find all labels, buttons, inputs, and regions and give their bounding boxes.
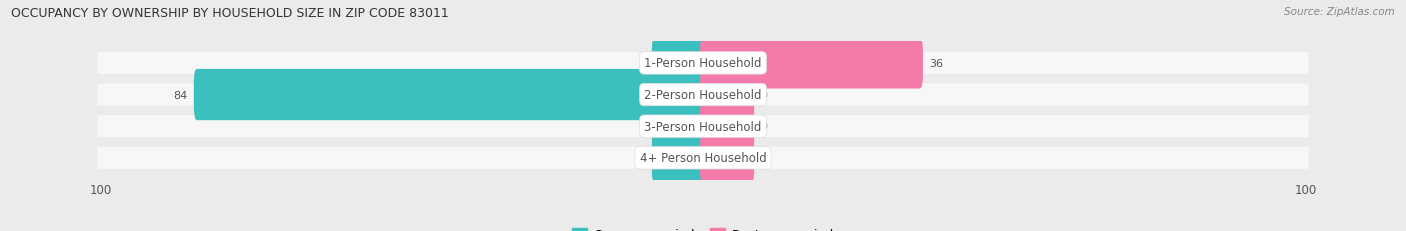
FancyBboxPatch shape [700,133,754,184]
Text: 0: 0 [761,153,768,163]
Text: 0: 0 [761,122,768,132]
FancyBboxPatch shape [652,38,706,89]
FancyBboxPatch shape [97,84,1309,106]
Text: 0: 0 [638,59,645,69]
FancyBboxPatch shape [652,133,706,184]
FancyBboxPatch shape [652,101,706,152]
Text: 3-Person Household: 3-Person Household [644,120,762,133]
Text: 0: 0 [638,122,645,132]
Text: 4+ Person Household: 4+ Person Household [640,152,766,165]
FancyBboxPatch shape [700,101,754,152]
Text: 84: 84 [173,90,188,100]
FancyBboxPatch shape [194,70,706,121]
FancyBboxPatch shape [97,116,1309,138]
Text: 0: 0 [761,90,768,100]
FancyBboxPatch shape [700,38,922,89]
FancyBboxPatch shape [97,147,1309,169]
Text: OCCUPANCY BY OWNERSHIP BY HOUSEHOLD SIZE IN ZIP CODE 83011: OCCUPANCY BY OWNERSHIP BY HOUSEHOLD SIZE… [11,7,449,20]
Text: 36: 36 [929,59,943,69]
FancyBboxPatch shape [700,70,754,121]
FancyBboxPatch shape [97,53,1309,75]
Text: 0: 0 [638,153,645,163]
Legend: Owner-occupied, Renter-occupied: Owner-occupied, Renter-occupied [568,223,838,231]
Text: 1-Person Household: 1-Person Household [644,57,762,70]
Text: Source: ZipAtlas.com: Source: ZipAtlas.com [1284,7,1395,17]
Text: 2-Person Household: 2-Person Household [644,89,762,102]
